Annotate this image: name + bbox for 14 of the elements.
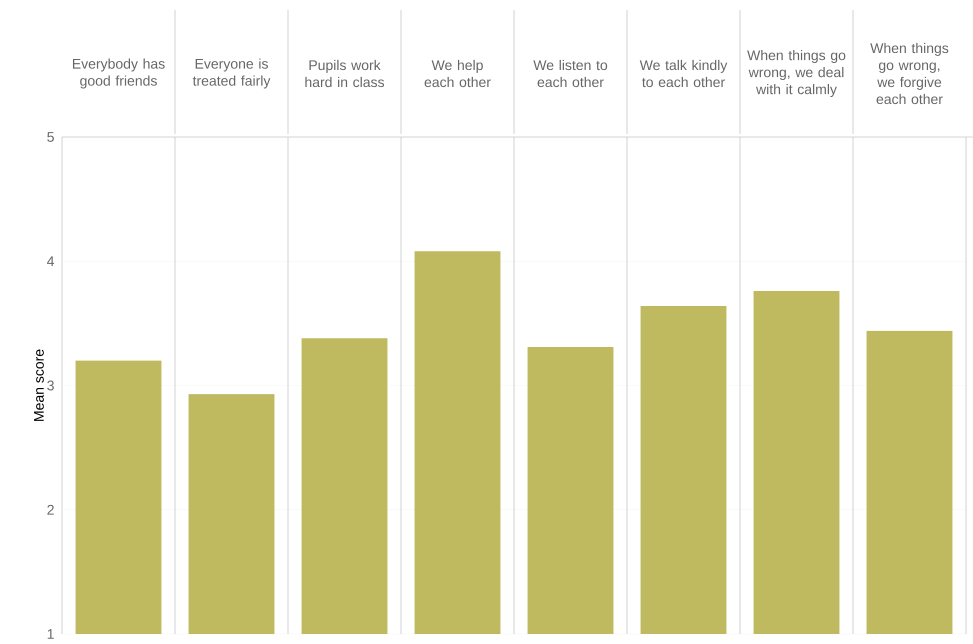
x-tick-label: We help each other bbox=[424, 60, 491, 88]
x-tick-label: When things go wrong, we deal with it calmly bbox=[747, 50, 846, 98]
x-tick-label: We talk kindly to each other bbox=[640, 60, 728, 88]
x-tick-label: Everybody has good friends bbox=[72, 58, 165, 89]
y-tick-label: 2 bbox=[47, 504, 54, 515]
x-tick-label: Everyone is treated fairly bbox=[192, 58, 270, 89]
x-tick-label: When things go wrong, we forgive each other bbox=[870, 42, 948, 104]
y-tick-label: 1 bbox=[48, 629, 54, 639]
y-axis-title: Mean score bbox=[34, 350, 44, 421]
y-tick-label: 4 bbox=[47, 256, 54, 266]
y-tick-label: 3 bbox=[47, 380, 54, 390]
x-tick-label: Pupils work hard in class bbox=[305, 60, 384, 88]
y-tick-label: 5 bbox=[47, 132, 54, 142]
x-tick-label: We listen to each other bbox=[533, 60, 608, 88]
